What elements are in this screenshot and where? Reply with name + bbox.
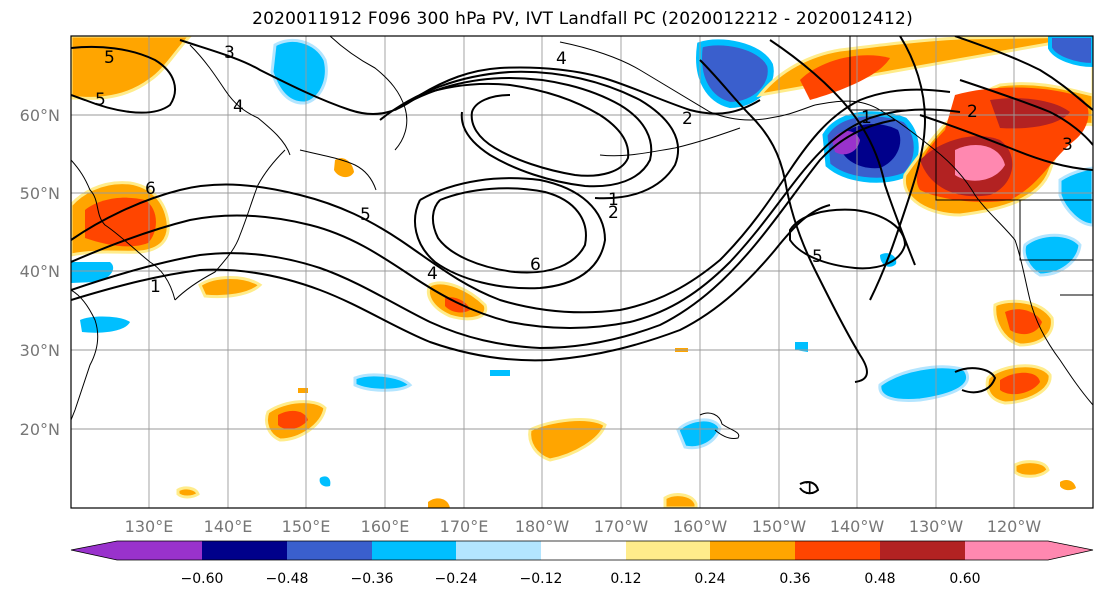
colorbar-tick-label: 0.60 — [949, 571, 980, 587]
anomaly-patch — [490, 370, 510, 376]
contour-label: 5 — [104, 48, 115, 68]
contour-label: 5 — [812, 247, 823, 267]
anomaly-patch — [428, 498, 450, 508]
coastlines — [71, 36, 1093, 439]
lon-tick-label: 130°W — [909, 517, 964, 536]
colorbar-cell — [710, 541, 795, 560]
anomaly-patch — [663, 493, 698, 508]
contour-label: 3 — [224, 43, 235, 63]
colorbar-cell — [202, 541, 287, 560]
colorbar-cell — [880, 541, 965, 560]
lat-tick-label: 60°N — [20, 106, 60, 125]
lon-tick-label: 150°E — [282, 517, 331, 536]
colorbar-cell — [372, 541, 457, 560]
colorbar-tick-label: −0.60 — [181, 571, 224, 587]
anomaly-patch — [1060, 480, 1076, 491]
contour-label: 2 — [967, 102, 978, 122]
anomaly-patch — [80, 316, 130, 333]
anomaly-patch — [800, 55, 890, 100]
anomaly-patch — [832, 131, 860, 155]
anomaly-patch — [353, 373, 413, 392]
colorbar-tick-label: −0.48 — [266, 571, 309, 587]
colorbar-cell — [795, 541, 880, 560]
anomaly-patch — [71, 36, 193, 100]
colorbar-tick-label: 0.48 — [864, 571, 895, 587]
anomaly-patch — [270, 38, 328, 105]
contour-label: 1 — [150, 277, 161, 297]
anomaly-patch — [955, 145, 1005, 181]
anomaly-patch — [795, 342, 808, 352]
anomaly-patch — [1022, 233, 1082, 277]
anomaly-patch — [1000, 372, 1040, 395]
contour-label: 6 — [145, 179, 156, 199]
lon-tick-label: 140°W — [830, 517, 885, 536]
anomaly-patch — [298, 388, 308, 393]
anomaly-patch — [176, 486, 200, 499]
contour-label: 3 — [1062, 135, 1073, 155]
colorbar-tick-label: −0.36 — [351, 571, 394, 587]
contour-label: 1 — [861, 108, 872, 128]
lat-tick-label: 40°N — [20, 262, 60, 281]
contour-label: 5 — [360, 205, 371, 225]
anomaly-patch — [71, 262, 114, 283]
colorbar-tick-label: 0.12 — [610, 571, 641, 587]
lat-tick-label: 30°N — [20, 341, 60, 360]
lon-tick-label: 140°E — [204, 517, 253, 536]
contour-label: 1 — [608, 190, 619, 210]
colorbar: −0.60 −0.48 −0.36 −0.24 −0.12 0.12 0.24 … — [70, 540, 1094, 587]
anomaly-patch — [278, 410, 308, 430]
colorbar-cell — [456, 541, 541, 560]
lat-tick-label: 20°N — [20, 420, 60, 439]
lon-tick-label: 150°W — [752, 517, 807, 536]
lat-tick-label: 50°N — [20, 184, 60, 203]
contour-lines — [71, 36, 1093, 495]
contour-label: 6 — [530, 255, 541, 275]
colorbar-cell — [965, 541, 1093, 560]
contour-label: 2 — [682, 109, 693, 129]
lon-tick-label: 130°E — [125, 517, 174, 536]
anomaly-patch — [198, 276, 263, 299]
anomaly-patch — [1058, 166, 1093, 227]
contour-label: 5 — [95, 90, 106, 110]
lon-tick-label: 170°E — [440, 517, 489, 536]
anomaly-patch — [878, 365, 969, 402]
map-frame — [70, 35, 1094, 509]
contour-label: 4 — [233, 97, 244, 117]
anomaly-patch — [528, 418, 607, 462]
lat-tick-labels: 60°N 50°N 40°N 30°N 20°N — [20, 106, 60, 439]
contour-label: 1 — [804, 479, 815, 499]
colorbar-outline — [70, 540, 1094, 561]
lon-tick-label: 170°W — [594, 517, 649, 536]
colorbar-tick-label: −0.24 — [435, 571, 478, 587]
anomaly-patch — [990, 98, 1070, 129]
lon-tick-labels: 130°E 140°E 150°E 160°E 170°E 180°W 170°… — [125, 517, 1042, 536]
anomaly-patch — [319, 476, 331, 487]
lon-tick-label: 180°W — [515, 517, 570, 536]
anomaly-patch — [676, 418, 722, 450]
colorbar-cell — [287, 541, 372, 560]
lon-tick-label: 120°W — [987, 517, 1042, 536]
colorbar-cell — [541, 541, 626, 560]
contour-label: 4 — [556, 49, 567, 69]
anomaly-patch — [85, 197, 156, 247]
contour-label: 2 — [608, 203, 619, 223]
colorbar-cell — [71, 541, 202, 560]
anomaly-patch — [1013, 460, 1050, 478]
colorbar-tick-label: 0.24 — [694, 571, 725, 587]
contour-labels: 5 3 4 6 4 2 1 5 4 6 1 2 5 2 3 1 1 5 — [95, 43, 1073, 499]
colorbar-tick-label: 0.36 — [779, 571, 810, 587]
contour-label: 4 — [427, 264, 438, 284]
colorbar-cell — [626, 541, 711, 560]
lon-tick-label: 160°E — [361, 517, 410, 536]
map-title: 2020011912 F096 300 hPa PV, IVT Landfall… — [252, 9, 913, 29]
lon-tick-label: 160°W — [673, 517, 728, 536]
colorbar-tick-label: −0.12 — [520, 571, 563, 587]
